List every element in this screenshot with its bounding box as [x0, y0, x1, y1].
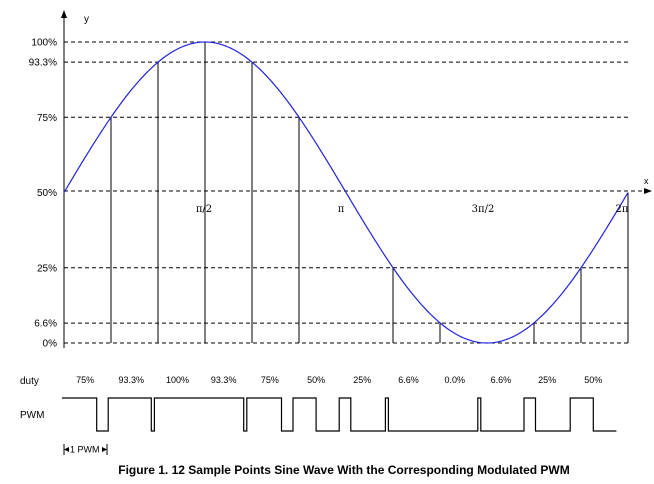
y-axis-arrow: [61, 10, 67, 18]
duty-row-label: duty: [20, 376, 39, 387]
duty-value: 93.3%: [211, 375, 237, 385]
x-tick-label: π/2: [196, 204, 212, 215]
x-axis-arrow: [644, 188, 652, 194]
duty-value: 6.6%: [491, 375, 512, 385]
y-level-label: 75%: [37, 113, 57, 124]
period-marker-right-arrow: [102, 447, 107, 452]
x-tick-label: 3π/2: [472, 204, 495, 215]
pwm-row-label: PWM: [20, 410, 44, 421]
y-axis-label: y: [84, 14, 89, 25]
duty-value: 50%: [584, 375, 602, 385]
duty-value: 50%: [307, 375, 325, 385]
y-level-label: 25%: [37, 263, 57, 274]
duty-value: 93.3%: [119, 375, 145, 385]
duty-value: 100%: [166, 375, 189, 385]
y-level-label: 6.6%: [34, 319, 57, 330]
period-marker-label: 1 PWM: [70, 445, 100, 455]
x-axis-label: x: [644, 176, 649, 186]
y-level-label: 93.3%: [29, 58, 57, 69]
x-tick-label: π: [338, 204, 345, 215]
sine-wave: [63, 41, 629, 344]
duty-value: 0.0%: [444, 375, 465, 385]
duty-value: 25%: [538, 375, 556, 385]
figure-caption: Figure 1. 12 Sample Points Sine Wave Wit…: [118, 463, 570, 477]
duty-value: 75%: [76, 375, 94, 385]
duty-value: 25%: [353, 375, 371, 385]
y-level-label: 50%: [37, 188, 57, 199]
duty-value: 6.6%: [398, 375, 419, 385]
pwm-waveform: [62, 397, 617, 432]
duty-value: 75%: [261, 375, 279, 385]
y-level-label: 0%: [43, 339, 58, 350]
y-level-label: 100%: [31, 38, 57, 49]
period-marker-left-arrow: [64, 447, 69, 452]
x-tick-label: 2π: [616, 204, 629, 215]
